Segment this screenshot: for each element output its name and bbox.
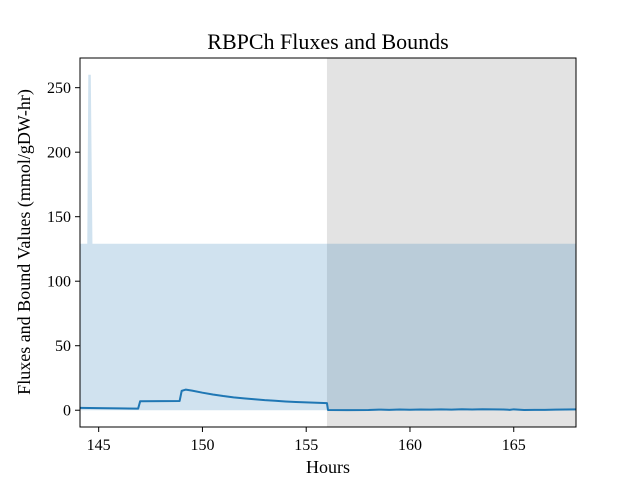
y-tick-label: 0 bbox=[63, 403, 71, 420]
plot-area bbox=[80, 58, 576, 427]
plot-content bbox=[80, 58, 576, 427]
y-axis-label: Fluxes and Bound Values (mmol/gDW-hr) bbox=[14, 89, 35, 395]
x-tick-label: 145 bbox=[87, 437, 111, 454]
y-tick-label: 250 bbox=[47, 80, 71, 97]
y-tick-label: 100 bbox=[47, 274, 71, 291]
x-tick-label: 165 bbox=[502, 437, 526, 454]
x-tick-label: 155 bbox=[294, 437, 318, 454]
series-line-0 bbox=[80, 388, 576, 412]
shaded-region bbox=[326, 58, 576, 427]
x-tick-label: 150 bbox=[190, 437, 214, 454]
x-tick-label: 160 bbox=[398, 437, 422, 454]
chart-title: RBPCh Fluxes and Bounds bbox=[207, 29, 448, 54]
x-axis-label: Hours bbox=[306, 457, 350, 477]
y-tick-label: 50 bbox=[55, 338, 71, 355]
y-tick-label: 150 bbox=[47, 209, 71, 226]
axes-frame bbox=[79, 57, 577, 428]
axes: 145 150 155 160 165 0 50 100 150 200 250 bbox=[47, 57, 577, 454]
y-tick-label: 200 bbox=[47, 145, 71, 162]
bound-band bbox=[80, 74, 576, 411]
